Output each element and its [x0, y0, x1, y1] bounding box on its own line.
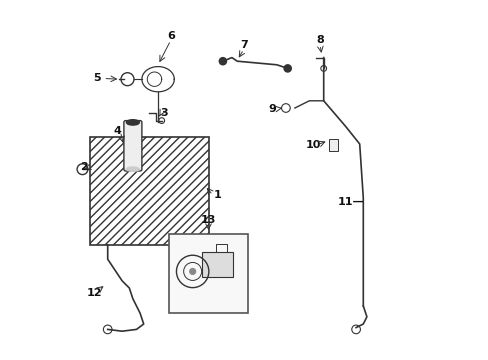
Text: 11—: 11—: [337, 197, 363, 207]
Ellipse shape: [126, 120, 139, 125]
Text: 1: 1: [213, 190, 221, 200]
Text: 2: 2: [80, 162, 88, 172]
Bar: [328, 139, 337, 151]
Text: 9: 9: [268, 104, 276, 114]
Bar: [89, 137, 208, 245]
Text: 5: 5: [93, 73, 101, 84]
Text: 8: 8: [316, 35, 324, 45]
Text: 10: 10: [305, 140, 320, 150]
Text: 14: 14: [178, 241, 194, 251]
FancyBboxPatch shape: [123, 121, 142, 171]
Bar: [168, 234, 247, 313]
Text: 7: 7: [240, 40, 248, 50]
Circle shape: [219, 58, 226, 65]
Circle shape: [284, 65, 291, 72]
Bar: [202, 252, 232, 277]
Text: 3: 3: [161, 108, 168, 118]
Ellipse shape: [126, 167, 139, 171]
Text: 13: 13: [201, 215, 216, 225]
Text: 6: 6: [166, 31, 174, 41]
Text: 4: 4: [114, 126, 122, 136]
Circle shape: [189, 269, 195, 274]
Text: 12: 12: [86, 288, 102, 298]
